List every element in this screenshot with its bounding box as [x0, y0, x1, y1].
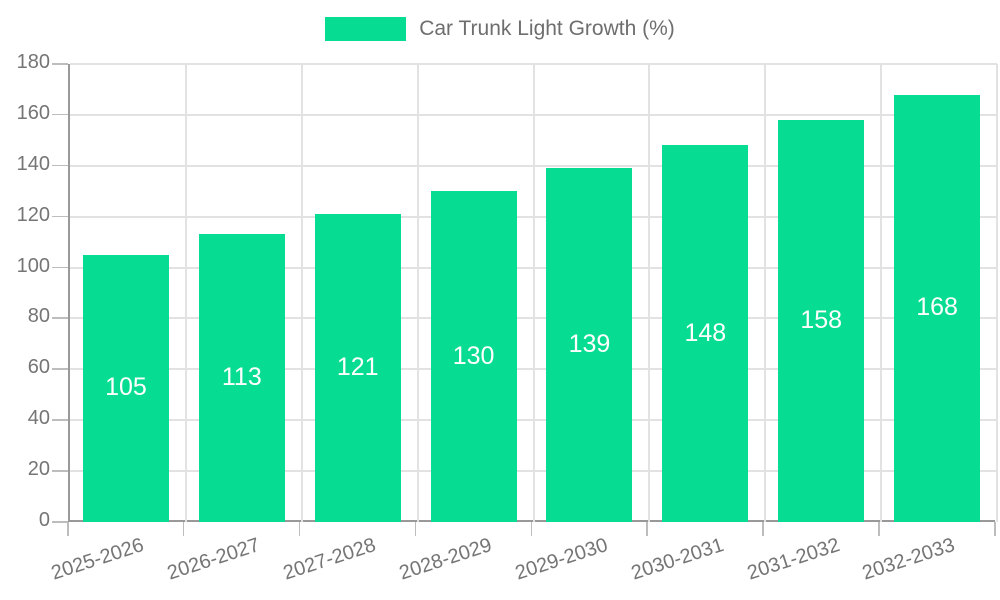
y-axis-tick [52, 63, 68, 65]
y-axis-tick-label: 0 [38, 509, 50, 531]
bar[interactable] [778, 119, 865, 522]
x-axis-tick-label: 2031-2032 [744, 534, 842, 585]
bar-value-label: 130 [452, 341, 495, 370]
y-axis-tick [52, 113, 68, 116]
gridline-vertical [532, 64, 535, 522]
x-axis-tick-label: 2026-2027 [164, 534, 263, 585]
gridline-vertical [648, 64, 651, 522]
bar[interactable] [662, 145, 749, 522]
bar[interactable] [198, 234, 285, 522]
y-axis-tick-label: 160 [16, 101, 50, 124]
x-axis-tick [298, 522, 301, 536]
x-axis-tick [530, 522, 532, 536]
gridline-vertical [300, 64, 303, 522]
y-axis-tick-label: 180 [16, 51, 50, 73]
bar-value-label: 139 [568, 330, 611, 359]
y-axis-tick [52, 521, 68, 523]
y-axis-tick-label: 40 [27, 407, 50, 430]
y-axis-tick [52, 470, 68, 472]
gridline-vertical [416, 64, 419, 522]
legend-swatch [325, 17, 407, 41]
bar[interactable] [314, 214, 401, 522]
gridline-vertical [184, 64, 187, 522]
y-axis-tick [52, 419, 68, 421]
y-axis-tick-label: 20 [27, 458, 50, 481]
bar[interactable] [894, 94, 981, 522]
bar-value-label: 113 [221, 363, 262, 392]
legend[interactable]: Car Trunk Light Growth (%) [0, 17, 1000, 41]
bar-value-label: 158 [800, 305, 843, 334]
x-axis-tick [414, 522, 417, 536]
bar[interactable] [82, 254, 169, 522]
x-axis-tick [67, 522, 69, 536]
bar-value-label: 105 [105, 373, 147, 402]
y-axis-tick-label: 80 [27, 305, 50, 328]
x-axis-tick-label: 2030-2031 [628, 534, 727, 585]
bar[interactable] [546, 168, 633, 522]
gridline-vertical [996, 64, 998, 522]
bar[interactable] [430, 191, 517, 522]
y-axis-tick [52, 266, 68, 269]
x-axis-tick [182, 522, 185, 536]
x-axis-tick [762, 522, 764, 536]
gridline-vertical [880, 64, 883, 522]
x-axis-tick-label: 2032-2033 [860, 534, 958, 585]
x-axis-tick-label: 2027-2028 [280, 534, 379, 585]
bar-value-label: 148 [684, 318, 727, 347]
y-axis-tick [52, 215, 68, 218]
bar-value-label: 168 [916, 293, 958, 322]
x-axis-tick [994, 522, 996, 536]
x-axis-tick-label: 2028-2029 [396, 534, 495, 585]
y-axis-tick [52, 368, 68, 370]
plot-area [68, 63, 998, 522]
y-axis-tick-label: 120 [16, 203, 50, 226]
y-axis-tick-label: 140 [16, 152, 50, 175]
y-axis-tick-label: 60 [27, 356, 50, 379]
x-axis-tick [646, 522, 648, 536]
bar-value-label: 121 [336, 353, 379, 382]
x-axis-tick-label: 2029-2030 [512, 534, 611, 585]
y-axis-tick [52, 317, 68, 319]
gridline-vertical [764, 64, 767, 522]
y-axis-tick-label: 100 [16, 254, 50, 277]
legend-label: Car Trunk Light Growth (%) [419, 17, 675, 40]
x-axis-tick [878, 522, 880, 536]
x-axis-tick-label: 2025-2026 [48, 534, 147, 585]
y-axis-tick [52, 164, 68, 167]
